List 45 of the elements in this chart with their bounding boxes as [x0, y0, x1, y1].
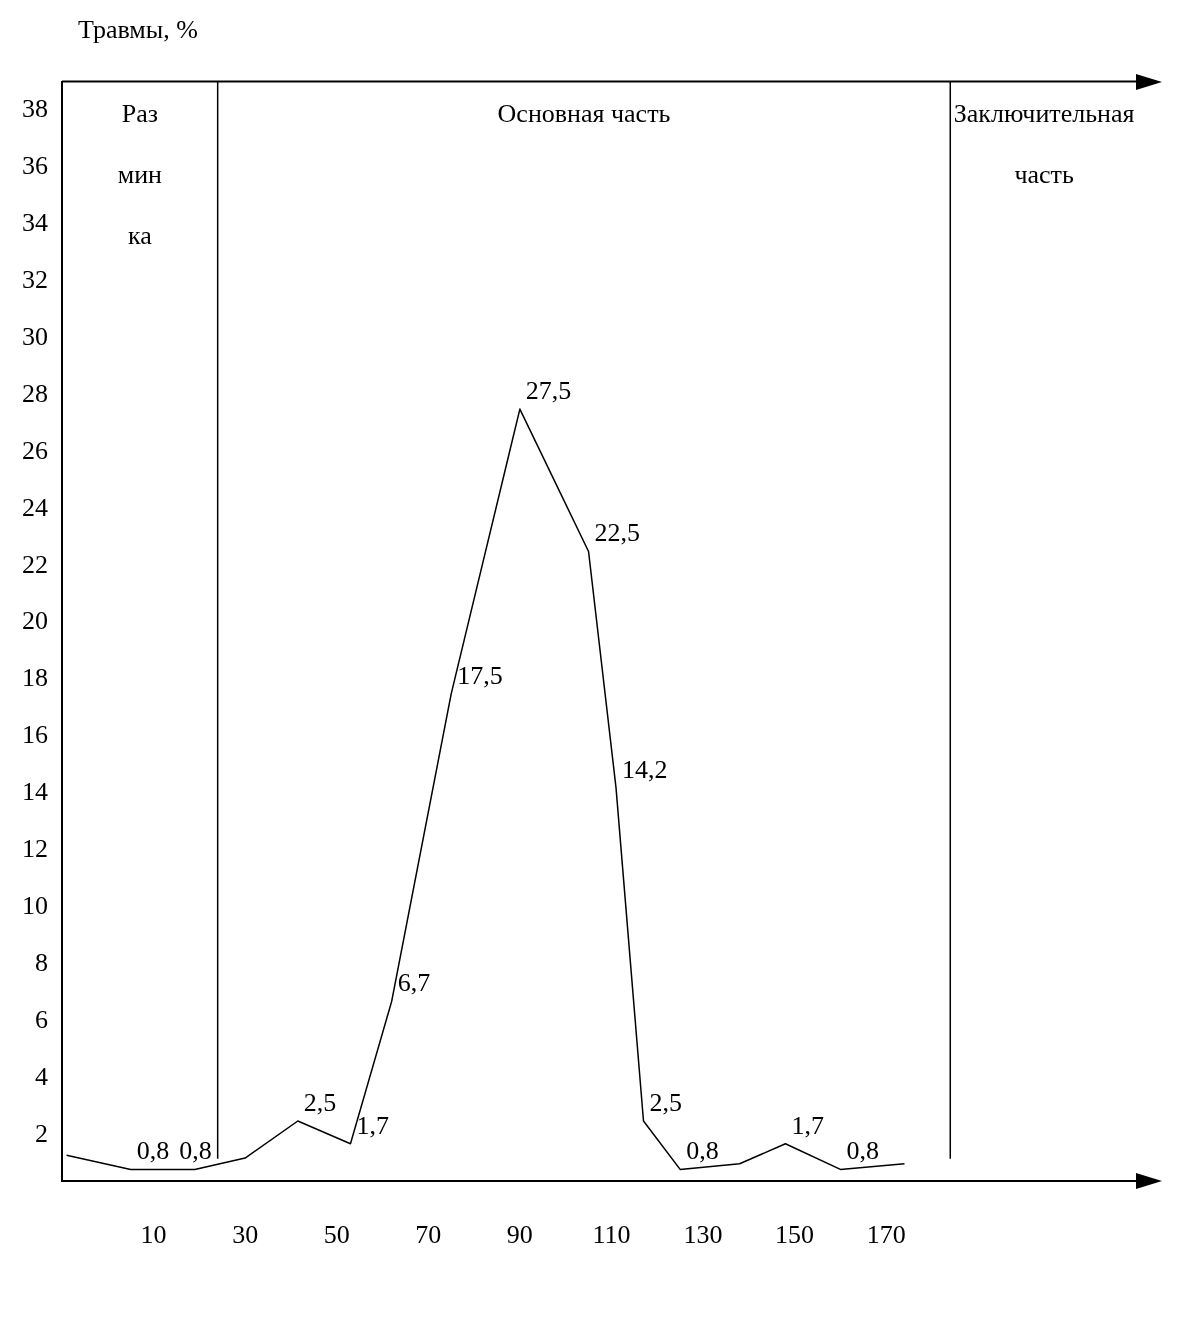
data-label: 14,2 [622, 754, 668, 784]
y-tick-label: 26 [22, 435, 48, 465]
x-tick-label: 130 [683, 1220, 723, 1250]
y-tick-label: 18 [22, 663, 48, 693]
y-axis-title: Травмы, % [78, 14, 199, 46]
y-tick-label: 6 [35, 1005, 48, 1035]
y-tick-label: 16 [22, 720, 48, 750]
y-tick-label: 36 [22, 150, 48, 180]
text: Раз мин ка [117, 99, 162, 251]
data-label: 0,8 [686, 1136, 719, 1166]
y-tick-label: 38 [22, 93, 48, 123]
data-label: 0,8 [179, 1136, 212, 1166]
y-tick-label: 20 [22, 606, 48, 636]
y-tick-label: 8 [35, 948, 48, 978]
y-tick-label: 22 [22, 549, 48, 579]
y-tick-label: 2 [35, 1119, 48, 1149]
data-label: 1,7 [356, 1110, 389, 1140]
y-tick-label: 34 [22, 207, 48, 237]
data-label: 0,8 [136, 1136, 170, 1166]
data-label: 17,5 [457, 660, 503, 690]
data-label: 1,7 [791, 1110, 824, 1140]
text: Заключительная часть [953, 99, 1135, 190]
data-label: 22,5 [594, 518, 641, 548]
x-tick-label: 70 [415, 1220, 442, 1250]
x-tick-label: 150 [775, 1220, 815, 1250]
y-tick-label: 12 [22, 834, 48, 864]
y-tick-label: 14 [22, 777, 48, 807]
y-tick-label: 4 [35, 1062, 48, 1092]
y-tick-label: 28 [22, 378, 48, 408]
y-tick-label: 10 [22, 891, 48, 921]
data-label: 2,5 [303, 1087, 337, 1117]
y-tick-label: 30 [22, 321, 48, 351]
x-tick-label: 50 [323, 1220, 350, 1250]
x-tick-label: 30 [232, 1220, 259, 1250]
data-label: 2,5 [649, 1087, 682, 1117]
x-tick-label: 10 [140, 1220, 167, 1250]
x-tick-label: 90 [506, 1220, 533, 1250]
data-label: 0,8 [846, 1136, 879, 1166]
x-tick-label: 170 [866, 1220, 906, 1250]
annotation: Основная часть [497, 99, 671, 129]
x-tick-label: 110 [592, 1220, 631, 1250]
y-tick-label: 24 [22, 492, 48, 522]
data-label: 27,5 [525, 375, 572, 405]
y-tick-label: 32 [22, 264, 48, 294]
data-label: 6,7 [397, 968, 431, 998]
